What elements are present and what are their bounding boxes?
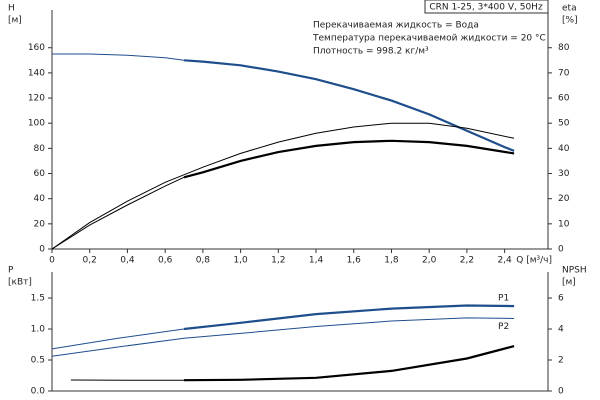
y-tick-label: 0.5: [31, 356, 45, 366]
y2-axis-label: NPSH: [562, 266, 587, 276]
annotation: Перекачиваемая жидкость = Вода: [313, 21, 479, 31]
y2-tick-label: 0: [558, 387, 564, 397]
y2-axis-label: [%]: [562, 16, 578, 26]
curve: [51, 317, 515, 357]
y-axis-label: P: [8, 266, 14, 276]
y-tick-label: 120: [28, 94, 45, 104]
y-tick-label: 0.0: [31, 387, 46, 397]
y2-tick-label: 10: [558, 219, 570, 229]
x-tick-label: 0,4: [120, 256, 135, 266]
y-tick-label: 160: [28, 43, 45, 53]
y2-axis-label: eta: [562, 4, 577, 14]
x-tick-label: 0,8: [196, 256, 211, 266]
y-tick-label: 1.0: [31, 325, 46, 335]
y-axis-label: [кВт]: [8, 278, 32, 288]
y-axis-label: H: [8, 4, 15, 14]
chart-title: CRN 1-25, 3*400 V, 50Hz: [429, 3, 543, 13]
curve: [183, 345, 515, 382]
y2-tick-label: 0: [558, 245, 564, 255]
annotation: Температура перекачиваемой жидкости = 20…: [312, 34, 546, 44]
y-axis-label: [м]: [8, 16, 22, 26]
y-tick-label: 140: [28, 68, 45, 78]
y2-tick-label: 20: [558, 194, 570, 204]
x-tick-label: 2,2: [460, 256, 474, 266]
series-label: P1: [498, 294, 509, 304]
y-tick-label: 60: [34, 169, 46, 179]
y-tick-label: 80: [34, 144, 46, 154]
x-tick-label: 0,6: [158, 256, 173, 266]
x-tick-label: 1,0: [233, 256, 248, 266]
y2-axis-label: [м]: [562, 278, 576, 288]
curve: [51, 328, 185, 350]
y-tick-label: 100: [28, 119, 45, 129]
curve: [183, 304, 515, 331]
curve: [52, 53, 185, 61]
x-tick-label: 1,8: [384, 256, 399, 266]
y2-tick-label: 80: [558, 43, 570, 53]
curve: [51, 176, 185, 250]
curve: [183, 139, 515, 179]
axis-frame: [51, 10, 549, 250]
y2-tick-label: 30: [558, 169, 570, 179]
y2-tick-label: 6: [558, 294, 564, 304]
title-box: [424, 0, 549, 14]
x-tick-label: 1,4: [309, 256, 324, 266]
y-tick-label: 20: [34, 219, 46, 229]
y-tick-label: 40: [34, 194, 46, 204]
series-label: P2: [498, 322, 509, 332]
y2-tick-label: 40: [558, 144, 570, 154]
y-tick-label: 1.5: [31, 294, 45, 304]
x-tick-label: 2,4: [497, 256, 512, 266]
curve: [183, 59, 515, 152]
axis-frame: [51, 272, 549, 392]
y-tick-label: 0: [39, 245, 45, 255]
y2-tick-label: 50: [558, 119, 570, 129]
curve: [51, 122, 515, 250]
annotation: Плотность = 998.2 кг/м³: [313, 47, 429, 57]
x-axis-label: Q [м³/ч]: [516, 256, 552, 266]
y2-tick-label: 60: [558, 94, 570, 104]
y2-tick-label: 2: [558, 356, 564, 366]
x-tick-label: 2,0: [422, 256, 437, 266]
y2-tick-label: 4: [558, 325, 564, 335]
x-tick-label: 0,2: [83, 256, 97, 266]
x-tick-label: 1,6: [347, 256, 362, 266]
x-tick-label: 0: [49, 256, 55, 266]
y2-tick-label: 70: [558, 68, 570, 78]
x-tick-label: 1,2: [271, 256, 285, 266]
